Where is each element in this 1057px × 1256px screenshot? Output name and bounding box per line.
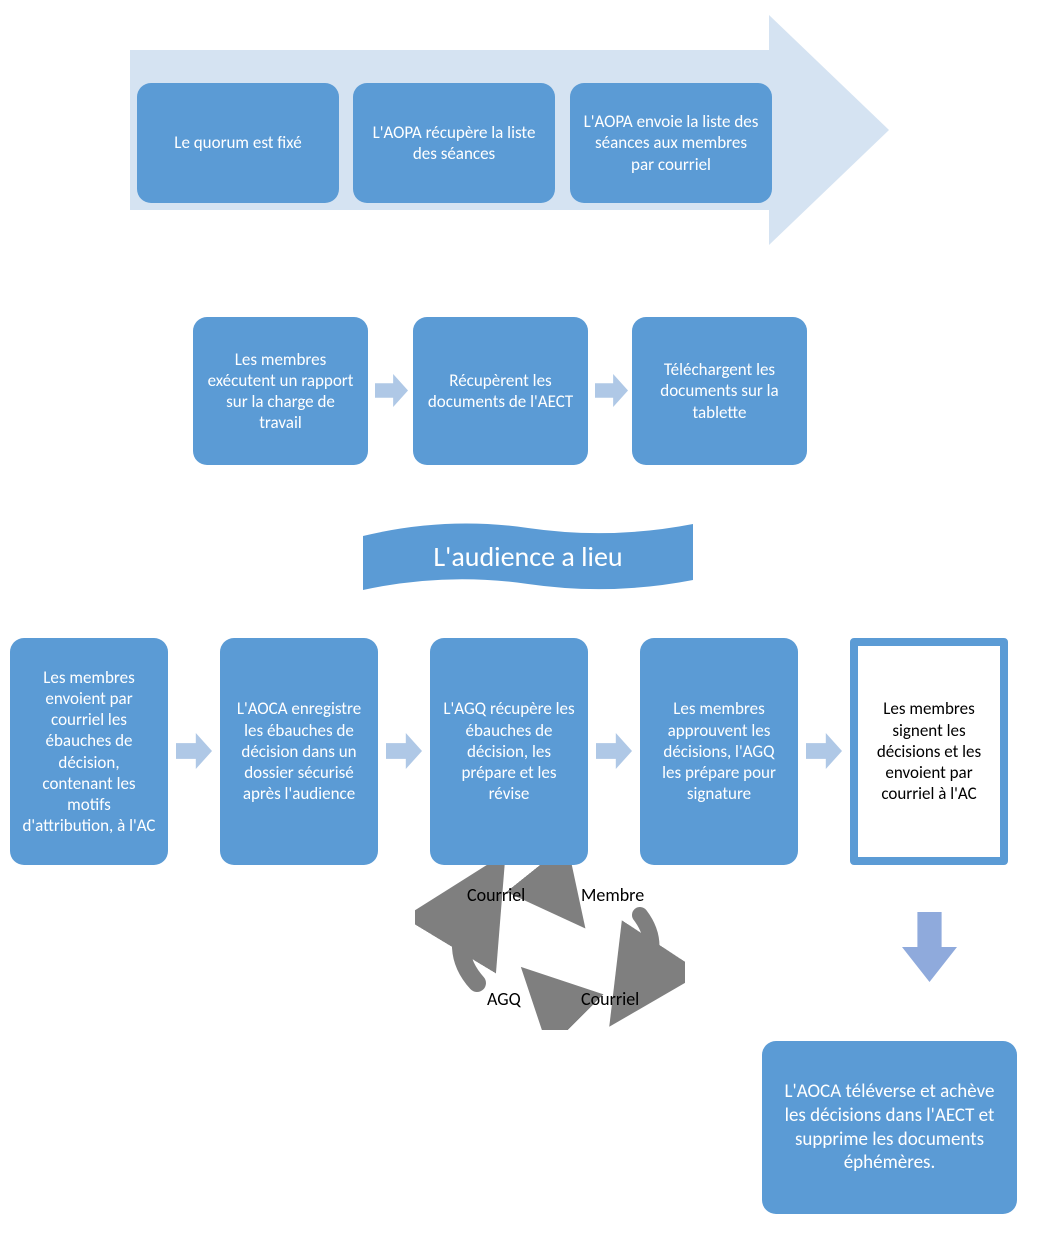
row1-box-quorum: Le quorum est fixé	[137, 83, 339, 203]
banner-text: L'audience a lieu	[433, 539, 622, 574]
cycle-label-membre: Membre	[581, 884, 644, 906]
box-label: L'AOCA enregistre les ébauches de décisi…	[232, 698, 366, 804]
row3-box-envoient: Les membres envoient par courriel les éb…	[10, 638, 168, 865]
banner-audience-label: L'audience a lieu	[363, 526, 693, 586]
box-label: Les membres envoient par courriel les éb…	[22, 667, 156, 837]
cycle-label-agq: AGQ	[487, 988, 521, 1010]
box-label: Les membres approuvent les décisions, l'…	[652, 698, 786, 804]
row2-box-telechargent: Téléchargent les documents sur la tablet…	[632, 317, 807, 465]
cycle-text: AGQ	[487, 988, 521, 1010]
right-arrow-icon	[375, 374, 408, 407]
box-label: L'AGQ récupère les ébauches de décision,…	[442, 698, 576, 804]
box-label: Le quorum est fixé	[174, 132, 301, 153]
right-arrow-icon	[595, 374, 628, 407]
cycle-text: Courriel	[467, 884, 525, 906]
cycle-arrows	[415, 865, 685, 1030]
row3-box-aoca-enregistre: L'AOCA enregistre les ébauches de décisi…	[220, 638, 378, 865]
row2-box-rapport: Les membres exécutent un rapport sur la …	[193, 317, 368, 465]
box-label: Les membres signent les décisions et les…	[870, 698, 988, 804]
right-arrow-icon	[596, 733, 632, 769]
cycle-label-courriel-bottom: Courriel	[581, 988, 639, 1010]
row1-box-aopa-envoie: L'AOPA envoie la liste des séances aux m…	[570, 83, 772, 203]
box-label: L'AOPA récupère la liste des séances	[365, 122, 543, 165]
cycle-text: Courriel	[581, 988, 639, 1010]
box-label: L'AOCA téléverse et achève les décisions…	[774, 1080, 1005, 1175]
row3-box-signent: Les membres signent les décisions et les…	[850, 638, 1008, 865]
row3-box-agq-recupere: L'AGQ récupère les ébauches de décision,…	[430, 638, 588, 865]
box-label: Téléchargent les documents sur la tablet…	[644, 359, 795, 423]
right-arrow-icon	[806, 733, 842, 769]
box-label: Récupèrent les documents de l'AECT	[425, 370, 576, 413]
box-label: L'AOPA envoie la liste des séances aux m…	[582, 111, 760, 175]
right-arrow-icon	[176, 733, 212, 769]
big-arrow-head	[769, 15, 889, 245]
final-box-aoca-televerse: L'AOCA téléverse et achève les décisions…	[762, 1041, 1017, 1214]
row1-box-aopa-liste: L'AOPA récupère la liste des séances	[353, 83, 555, 203]
cycle-label-courriel-top: Courriel	[467, 884, 525, 906]
row2-box-recuperent: Récupèrent les documents de l'AECT	[413, 317, 588, 465]
row3-box-approuvent: Les membres approuvent les décisions, l'…	[640, 638, 798, 865]
box-label: Les membres exécutent un rapport sur la …	[205, 349, 356, 434]
cycle-text: Membre	[581, 884, 644, 906]
right-arrow-icon	[386, 733, 422, 769]
down-arrow-icon	[902, 912, 957, 982]
